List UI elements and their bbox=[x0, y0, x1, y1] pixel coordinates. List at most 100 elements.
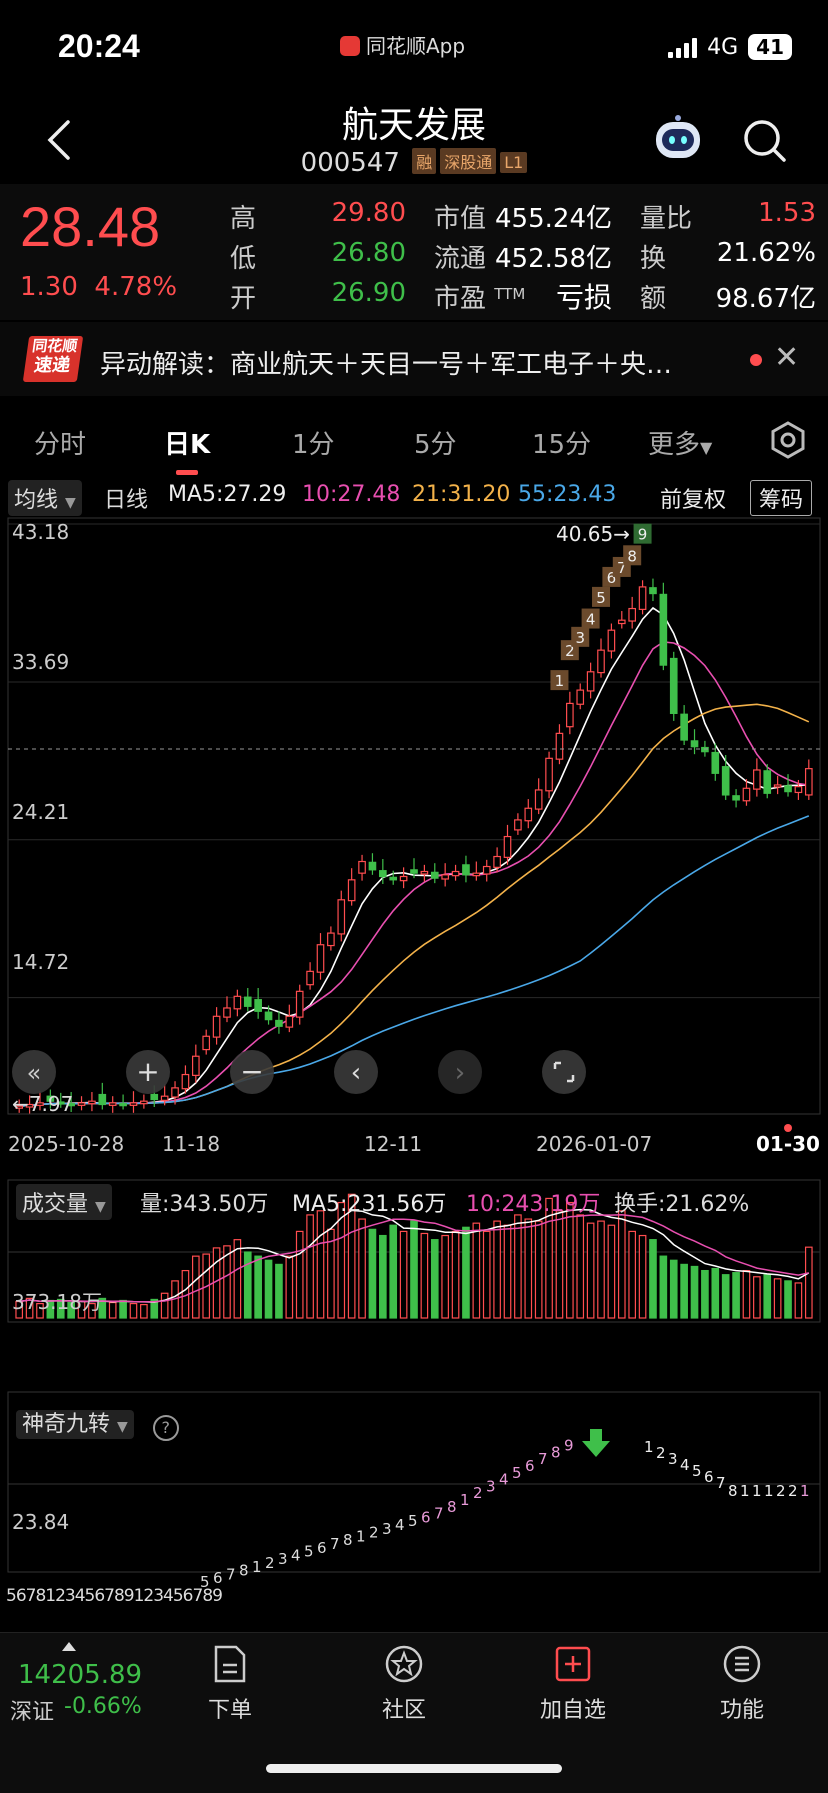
price-gridlines bbox=[8, 523, 820, 999]
candle-body bbox=[160, 1095, 169, 1101]
turnover-value: 21.62% bbox=[716, 238, 816, 268]
chip-distribution-button[interactable]: 筹码 bbox=[750, 480, 813, 516]
price-change: 1.30 4.78% bbox=[20, 272, 177, 302]
candle-body bbox=[566, 702, 574, 728]
community-button[interactable]: 社区 bbox=[372, 1644, 436, 1724]
home-indicator bbox=[266, 1764, 562, 1773]
tab-5min[interactable]: 5分 bbox=[414, 430, 457, 460]
candle-body bbox=[327, 932, 335, 947]
chart-controls: « + − ‹ › bbox=[12, 1050, 586, 1094]
candle-body bbox=[129, 1102, 138, 1106]
candle-body bbox=[36, 1102, 44, 1106]
tab-more[interactable]: 更多▼ bbox=[648, 424, 712, 461]
nine-mark: 3 bbox=[486, 1477, 496, 1495]
volume-bar bbox=[503, 1224, 512, 1319]
td-badge-label: 2 bbox=[565, 642, 575, 660]
min-price-marker: ←7.97 bbox=[12, 1092, 74, 1116]
tab-intraday[interactable]: 分时 bbox=[34, 430, 87, 460]
low-value: 26.80 bbox=[331, 238, 406, 268]
volume-bar bbox=[420, 1232, 429, 1319]
active-tab-indicator bbox=[176, 470, 198, 475]
nine-mark: 6 bbox=[525, 1457, 535, 1475]
volume-bar bbox=[430, 1239, 439, 1319]
caret-down-icon: ▼ bbox=[700, 438, 713, 457]
ma21-line bbox=[19, 703, 810, 1107]
nine-selector[interactable]: 神奇九转 ▼ bbox=[16, 1410, 134, 1439]
back-icon[interactable] bbox=[40, 116, 80, 164]
minus-icon: − bbox=[240, 1055, 263, 1088]
volume-bar bbox=[98, 1297, 107, 1319]
volume-bar bbox=[368, 1228, 377, 1319]
volume-bar bbox=[140, 1303, 148, 1319]
index-name[interactable]: 深证 bbox=[10, 1700, 55, 1725]
nine-mark: 5 bbox=[200, 1573, 210, 1591]
nine-mark: 2 bbox=[265, 1554, 275, 1572]
app-name-label: 同花顺App bbox=[366, 34, 466, 58]
volume-bar bbox=[701, 1269, 709, 1319]
help-icon[interactable]: ? bbox=[152, 1415, 179, 1441]
ma5-value: MA5:27.29 bbox=[168, 482, 287, 507]
nine-mark: 1 bbox=[644, 1438, 654, 1456]
volume-bar bbox=[25, 1297, 34, 1319]
index-change[interactable]: -0.66% bbox=[64, 1694, 142, 1719]
volume-bar bbox=[441, 1234, 449, 1319]
td-badge-label: 4 bbox=[586, 611, 596, 629]
volume-selector[interactable]: 成交量 ▼ bbox=[16, 1184, 112, 1220]
td-badge-label: 6 bbox=[607, 569, 617, 587]
tab-daily[interactable]: 日K bbox=[164, 430, 211, 460]
y-label-2: 33.69 bbox=[12, 650, 70, 674]
high-label: 高 bbox=[230, 204, 257, 234]
ma55-value: 55:23.43 bbox=[518, 482, 617, 507]
volume-bar bbox=[482, 1230, 491, 1319]
volume-bar bbox=[617, 1210, 626, 1319]
candle-body bbox=[451, 870, 460, 877]
nine-mark: 4 bbox=[395, 1516, 405, 1534]
function-button[interactable]: 功能 bbox=[710, 1644, 774, 1724]
volume-bar bbox=[36, 1302, 44, 1319]
adjust-mode[interactable]: 前复权 bbox=[660, 488, 727, 513]
volume-bar bbox=[191, 1255, 200, 1319]
status-app-name: 同花顺App bbox=[340, 30, 465, 59]
settings-icon[interactable] bbox=[768, 420, 808, 460]
vr-label: 量比 bbox=[640, 204, 693, 234]
add-watchlist-button[interactable]: 加自选 bbox=[536, 1644, 610, 1724]
alert-text[interactable]: 异动解读：商业航天＋天目一号＋军工电子＋央… bbox=[100, 350, 673, 380]
candle-body bbox=[659, 593, 668, 666]
nine-mark: 1 bbox=[356, 1527, 366, 1545]
order-button[interactable]: 下单 bbox=[198, 1644, 262, 1724]
volume-bar bbox=[524, 1218, 533, 1319]
td-badge bbox=[623, 545, 642, 566]
candle-body bbox=[711, 751, 720, 774]
volume-bar bbox=[804, 1246, 813, 1319]
candle-body bbox=[804, 768, 813, 796]
search-icon[interactable] bbox=[740, 116, 788, 164]
float-value: 452.58亿 bbox=[495, 244, 612, 274]
nine-mark: 5 bbox=[692, 1462, 702, 1480]
network-label: 4G bbox=[707, 34, 739, 60]
volume-bar bbox=[690, 1265, 699, 1319]
x-label-4: 2026-01-07 bbox=[536, 1132, 653, 1156]
volume-bar bbox=[555, 1210, 564, 1319]
candle-body bbox=[368, 861, 377, 871]
close-icon[interactable]: ✕ bbox=[774, 340, 800, 375]
volume-legend: 成交量 ▼ 量:343.50万 MA5:231.56万 10:243.19万 换… bbox=[16, 1184, 826, 1220]
volume-y-label: 373.18万 bbox=[12, 1290, 102, 1314]
volume-bar bbox=[285, 1255, 294, 1319]
volume-bar bbox=[358, 1218, 366, 1319]
candle-body bbox=[701, 746, 709, 753]
td-badge-label: 9 bbox=[638, 526, 648, 544]
ma-selector[interactable]: 均线 ▼ bbox=[8, 480, 82, 516]
tab-1min[interactable]: 1分 bbox=[292, 430, 335, 460]
max-price-marker: 40.65→ bbox=[556, 522, 631, 546]
ma5-line bbox=[19, 606, 809, 1107]
scroll-left-button: ‹ bbox=[334, 1050, 378, 1094]
alert-banner[interactable] bbox=[0, 322, 828, 396]
tab-15min[interactable]: 15分 bbox=[532, 430, 592, 460]
candle-body bbox=[617, 619, 626, 625]
index-value[interactable]: 14205.89 bbox=[18, 1660, 143, 1690]
nine-mark: 1 bbox=[252, 1558, 262, 1576]
robot-assistant-icon[interactable] bbox=[652, 114, 704, 162]
candle-body bbox=[77, 1102, 86, 1106]
